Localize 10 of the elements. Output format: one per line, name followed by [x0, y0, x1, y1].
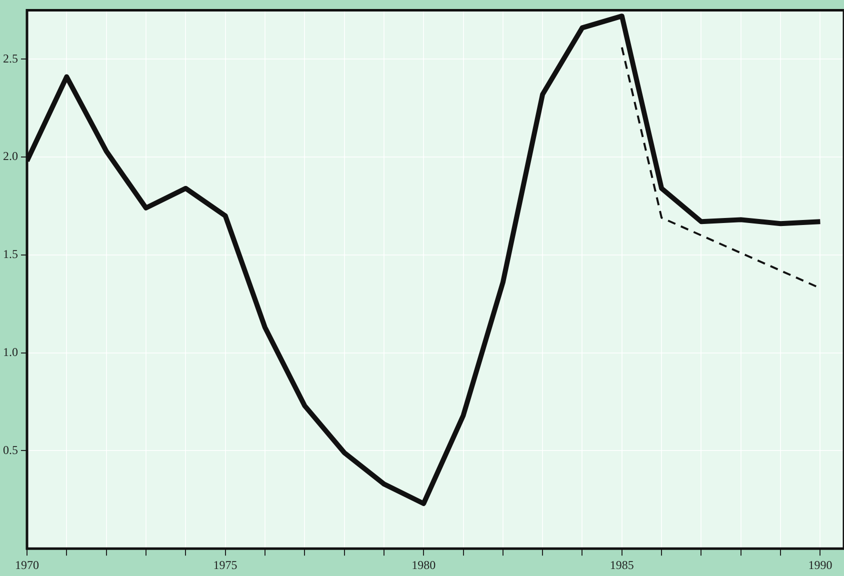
x-tick-label: 1990 — [808, 558, 832, 572]
x-tick-label: 1970 — [15, 558, 39, 572]
x-tick-label: 1980 — [412, 558, 436, 572]
y-tick-label: 0.5 — [3, 442, 18, 457]
y-tick-label: 2.5 — [3, 51, 18, 66]
x-tick-label: 1975 — [213, 558, 238, 572]
x-tick-label: 1985 — [610, 558, 634, 572]
y-tick-label: 2.0 — [3, 149, 18, 164]
y-tick-label: 1.0 — [3, 344, 18, 359]
y-tick-label: 1.5 — [3, 247, 18, 262]
